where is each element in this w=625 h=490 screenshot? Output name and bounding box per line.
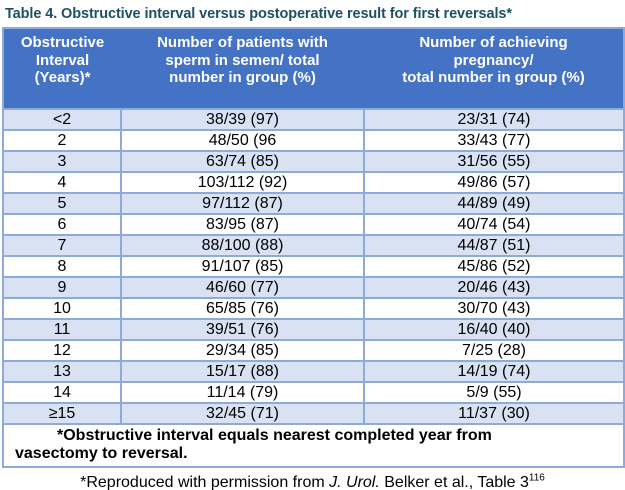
- cell-sperm-in-semen: 11/14 (79): [120, 380, 365, 404]
- cell-pregnancy: 30/70 (43): [363, 296, 625, 320]
- cell-sperm-in-semen: 46/60 (77): [120, 275, 365, 299]
- cell-obstructive-interval: 3: [2, 149, 122, 173]
- cell-pregnancy: 44/89 (49): [363, 191, 625, 215]
- table-row: 10 65/85 (76) 30/70 (43): [2, 296, 625, 320]
- table-row: <2 38/39 (97) 23/31 (74): [2, 107, 625, 131]
- results-table: Obstructive Interval (Years)* Number of …: [2, 27, 625, 468]
- cell-sperm-in-semen: 39/51 (76): [120, 317, 365, 341]
- cell-sperm-in-semen: 88/100 (88): [120, 233, 365, 257]
- table-row: 6 83/95 (87) 40/74 (54): [2, 212, 625, 236]
- table-row: 8 91/107 (85) 45/86 (52): [2, 254, 625, 278]
- table-row: 7 88/100 (88) 44/87 (51): [2, 233, 625, 257]
- table-row: 14 11/14 (79) 5/9 (55): [2, 380, 625, 404]
- cell-pregnancy: 11/37 (30): [363, 401, 625, 425]
- table-row: 12 29/34 (85) 7/25 (28): [2, 338, 625, 362]
- cell-obstructive-interval: 13: [2, 359, 122, 383]
- source-caption: *Reproduced with permission from J. Urol…: [2, 468, 623, 490]
- header-pregnancy: Number of achieving pregnancy/ total num…: [364, 28, 624, 109]
- cell-sperm-in-semen: 15/17 (88): [120, 359, 365, 383]
- cell-obstructive-interval: <2: [2, 107, 122, 131]
- table-row: 3 63/74 (85) 31/56 (55): [2, 149, 625, 173]
- cell-pregnancy: 45/86 (52): [363, 254, 625, 278]
- cell-obstructive-interval: 7: [2, 233, 122, 257]
- cell-sperm-in-semen: 32/45 (71): [120, 401, 365, 425]
- cell-pregnancy: 5/9 (55): [363, 380, 625, 404]
- cell-pregnancy: 14/19 (74): [363, 359, 625, 383]
- cell-pregnancy: 49/86 (57): [363, 170, 625, 194]
- table-row: 9 46/60 (77) 20/46 (43): [2, 275, 625, 299]
- cell-pregnancy: 40/74 (54): [363, 212, 625, 236]
- cell-sperm-in-semen: 91/107 (85): [120, 254, 365, 278]
- caption-prefix: *Reproduced with permission from: [80, 473, 330, 490]
- caption-suffix: Belker et al., Table 3: [379, 473, 529, 490]
- cell-obstructive-interval: 11: [2, 317, 122, 341]
- cell-sperm-in-semen: 29/34 (85): [120, 338, 365, 362]
- cell-sperm-in-semen: 48/50 (96: [120, 128, 365, 152]
- cell-pregnancy: 7/25 (28): [363, 338, 625, 362]
- cell-obstructive-interval: 8: [2, 254, 122, 278]
- cell-obstructive-interval: 5: [2, 191, 122, 215]
- cell-obstructive-interval: ≥15: [2, 401, 122, 425]
- cell-obstructive-interval: 10: [2, 296, 122, 320]
- table-body: <2 38/39 (97) 23/31 (74) 2 48/50 (96 33/43 (7…: [2, 107, 625, 425]
- footnote-row: *Obstructive interval equals nearest com…: [2, 422, 625, 468]
- cell-sperm-in-semen: 38/39 (97): [120, 107, 365, 131]
- table-row: ≥15 32/45 (71) 11/37 (30): [2, 401, 625, 425]
- header-obstructive-interval: Obstructive Interval (Years)*: [3, 28, 121, 109]
- cell-pregnancy: 20/46 (43): [363, 275, 625, 299]
- cell-obstructive-interval: 12: [2, 338, 122, 362]
- cell-sperm-in-semen: 103/112 (92): [120, 170, 365, 194]
- cell-obstructive-interval: 4: [2, 170, 122, 194]
- cell-obstructive-interval: 6: [2, 212, 122, 236]
- cell-obstructive-interval: 9: [2, 275, 122, 299]
- table-title: Table 4. Obstructive interval versus pos…: [5, 6, 512, 22]
- header-row: Obstructive Interval (Years)* Number of …: [3, 28, 624, 109]
- cell-obstructive-interval: 2: [2, 128, 122, 152]
- cell-pregnancy: 44/87 (51): [363, 233, 625, 257]
- cell-sperm-in-semen: 97/112 (87): [120, 191, 365, 215]
- cell-pregnancy: 23/31 (74): [363, 107, 625, 131]
- table-row: 2 48/50 (96 33/43 (77): [2, 128, 625, 152]
- header-sperm-in-semen: Number of patients with sperm in semen/ …: [121, 28, 364, 109]
- table-row: 4 103/112 (92) 49/86 (57): [2, 170, 625, 194]
- cell-pregnancy: 31/56 (55): [363, 149, 625, 173]
- cell-sperm-in-semen: 83/95 (87): [120, 212, 365, 236]
- table-footnote: *Obstructive interval equals nearest com…: [2, 422, 625, 468]
- cell-sperm-in-semen: 65/85 (76): [120, 296, 365, 320]
- cell-pregnancy: 16/40 (40): [363, 317, 625, 341]
- cell-sperm-in-semen: 63/74 (85): [120, 149, 365, 173]
- cell-pregnancy: 33/43 (77): [363, 128, 625, 152]
- cell-obstructive-interval: 14: [2, 380, 122, 404]
- table-row: 5 97/112 (87) 44/89 (49): [2, 191, 625, 215]
- caption-reference: 116: [528, 472, 545, 484]
- table-row: 11 39/51 (76) 16/40 (40): [2, 317, 625, 341]
- caption-journal: J. Urol.: [329, 473, 380, 490]
- table-row: 13 15/17 (88) 14/19 (74): [2, 359, 625, 383]
